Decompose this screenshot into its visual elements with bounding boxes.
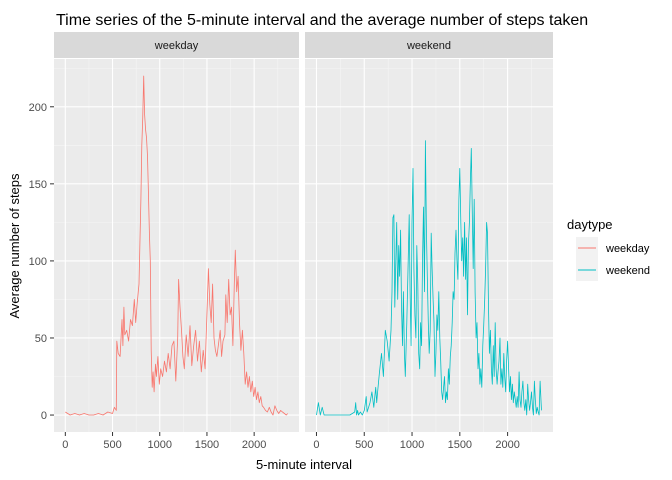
legend-item-weekday: weekday (576, 237, 650, 259)
legend: daytype weekday weekend (567, 217, 650, 281)
legend-items: weekday weekend (576, 237, 650, 281)
strip-label: weekday (154, 40, 199, 52)
y-tick-label: 50 (35, 333, 47, 345)
y-tick-label: 100 (29, 256, 47, 268)
panel-weekend: weekend 0 500 1000 1500 2000 (305, 32, 553, 451)
x-tick-label: 500 (103, 439, 121, 451)
strip-label: weekend (406, 40, 451, 52)
chart-title: Time series of the 5-minute interval and… (56, 12, 588, 29)
x-tick-label: 1500 (195, 439, 219, 451)
legend-label: weekday (605, 243, 650, 255)
legend-item-weekend: weekend (576, 259, 650, 281)
x-tick-label: 500 (355, 439, 373, 451)
panel-background (54, 59, 299, 432)
x-tick-label: 0 (62, 439, 68, 451)
y-tick-label: 150 (29, 179, 47, 191)
x-tick-label: 1000 (400, 439, 424, 451)
y-tick-label: 200 (29, 102, 47, 114)
x-tick-label: 0 (313, 439, 319, 451)
legend-title: daytype (567, 217, 613, 232)
panel-background (305, 59, 553, 432)
panel-weekday: weekday 0 500 1000 1500 2000 (54, 32, 299, 451)
y-axis-title: Average number of steps (7, 173, 22, 319)
strip-weekend (305, 32, 553, 58)
x-tick-label: 2000 (242, 439, 266, 451)
x-tick-label: 1000 (147, 439, 171, 451)
y-tick-label: 0 (41, 410, 47, 422)
x-axis-title: 5-minute interval (256, 457, 352, 472)
series-line-weekend (316, 140, 542, 416)
series-line-weekday (65, 75, 288, 416)
legend-label: weekend (605, 265, 650, 277)
strip-weekday (54, 32, 299, 58)
x-tick-label: 1500 (448, 439, 472, 451)
x-tick-label: 2000 (495, 439, 519, 451)
